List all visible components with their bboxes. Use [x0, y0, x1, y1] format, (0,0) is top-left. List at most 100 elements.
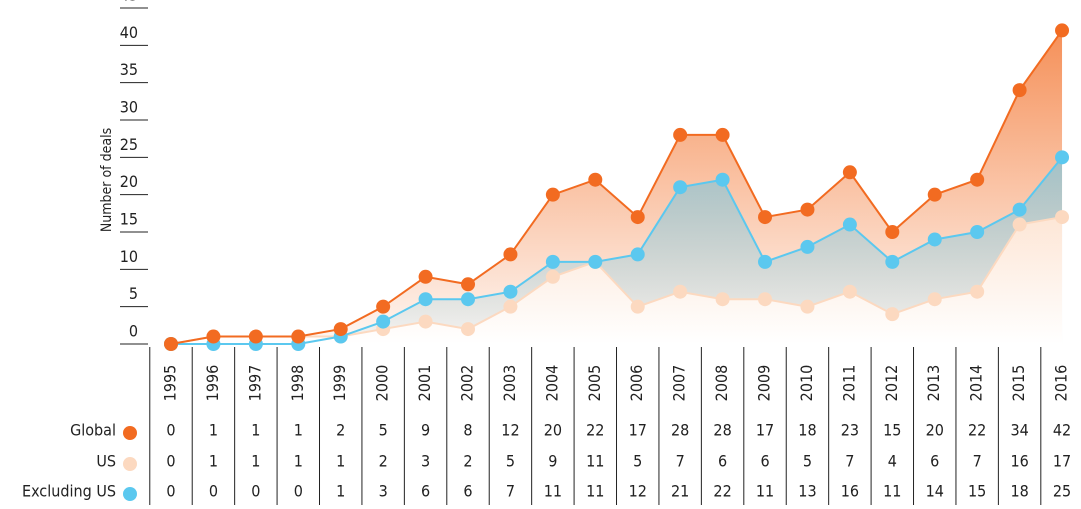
point [545, 187, 560, 202]
table-value: 14 [926, 482, 944, 501]
point [1055, 150, 1070, 165]
table-value: 8 [463, 421, 472, 440]
table-value: 22 [586, 421, 604, 440]
point [842, 284, 857, 299]
point [461, 277, 476, 292]
table-value: 1 [294, 421, 303, 440]
point [1055, 210, 1070, 225]
y-axis-label: Number of deals [99, 128, 115, 232]
x-tick-label: 2013 [924, 365, 943, 402]
table-value: 0 [209, 482, 218, 501]
point [503, 247, 518, 262]
point [1012, 202, 1027, 217]
x-tick-label: 2005 [585, 365, 604, 402]
table-value: 5 [633, 452, 642, 471]
point [673, 180, 688, 195]
point [927, 187, 942, 202]
x-tick-label: 2009 [755, 365, 774, 402]
table-value: 1 [294, 452, 303, 471]
point [1012, 217, 1027, 232]
table-value: 16 [1010, 452, 1028, 471]
point [970, 284, 985, 299]
table-value: 12 [501, 421, 519, 440]
table-value: 6 [463, 482, 472, 501]
point [842, 217, 857, 232]
point [333, 322, 348, 337]
table-value: 23 [841, 421, 859, 440]
point [461, 322, 476, 337]
point [376, 299, 391, 314]
table-value: 1 [336, 452, 345, 471]
legend-dot [123, 457, 137, 471]
table-value: 22 [713, 482, 731, 501]
y-tick-label: 20 [120, 172, 138, 191]
point [291, 329, 306, 344]
table-value: 17 [1053, 452, 1071, 471]
table-value: 42 [1053, 421, 1071, 440]
table-value: 25 [1053, 482, 1071, 501]
table-value: 0 [166, 452, 175, 471]
table-value: 6 [421, 482, 430, 501]
point [970, 172, 985, 187]
table-value: 5 [506, 452, 515, 471]
table-value: 5 [803, 452, 812, 471]
series-line [170, 216, 1063, 345]
table-value: 20 [926, 421, 944, 440]
point [164, 337, 178, 351]
table-value: 34 [1010, 421, 1028, 440]
point [1012, 83, 1027, 98]
point [503, 284, 518, 299]
table-value: 28 [713, 421, 731, 440]
point [418, 269, 433, 284]
x-tick-label: 2016 [1052, 365, 1071, 402]
x-tick-label: 2014 [967, 365, 986, 402]
table-value: 2 [379, 452, 388, 471]
y-tick-label: 15 [120, 210, 138, 229]
x-tick-label: 2015 [1009, 365, 1028, 402]
area [171, 217, 1063, 344]
table-value: 7 [845, 452, 854, 471]
point [842, 165, 857, 180]
table-value: 12 [629, 482, 647, 501]
table-value: 11 [544, 482, 562, 501]
point [503, 299, 518, 314]
series-line [170, 29, 1063, 345]
table-value: 21 [671, 482, 689, 501]
y-tick-label: 30 [120, 98, 138, 117]
point [758, 210, 773, 225]
x-tick-label: 2011 [839, 365, 858, 402]
table-value: 11 [756, 482, 774, 501]
y-tick-label: 40 [120, 23, 138, 42]
x-tick-label: 2003 [500, 365, 519, 402]
table-value: 0 [294, 482, 303, 501]
table-value: 2 [463, 452, 472, 471]
y-tick-label: 0 [129, 322, 138, 341]
x-tick-label: 2004 [542, 365, 561, 402]
table-value: 7 [506, 482, 515, 501]
y-tick-label: 10 [120, 247, 138, 266]
table-value: 13 [798, 482, 816, 501]
x-tick-label: 2007 [670, 365, 689, 402]
table-value: 9 [548, 452, 557, 471]
table-value: 18 [1010, 482, 1028, 501]
table-value: 6 [760, 452, 769, 471]
x-tick-label: 1998 [288, 365, 307, 402]
table-value: 18 [798, 421, 816, 440]
point [800, 239, 815, 254]
table-value: 11 [883, 482, 901, 501]
point [418, 314, 433, 329]
y-tick-label: 35 [120, 60, 138, 79]
point [927, 232, 942, 247]
table-value: 5 [379, 421, 388, 440]
x-tick-label: 1997 [245, 365, 264, 402]
table-value: 6 [718, 452, 727, 471]
point [673, 284, 688, 299]
table-value: 15 [968, 482, 986, 501]
x-tick-label: 2001 [415, 365, 434, 402]
point [885, 225, 900, 239]
point [588, 254, 603, 269]
table-value: 15 [883, 421, 901, 440]
table-value: 7 [973, 452, 982, 471]
table-value: 6 [930, 452, 939, 471]
